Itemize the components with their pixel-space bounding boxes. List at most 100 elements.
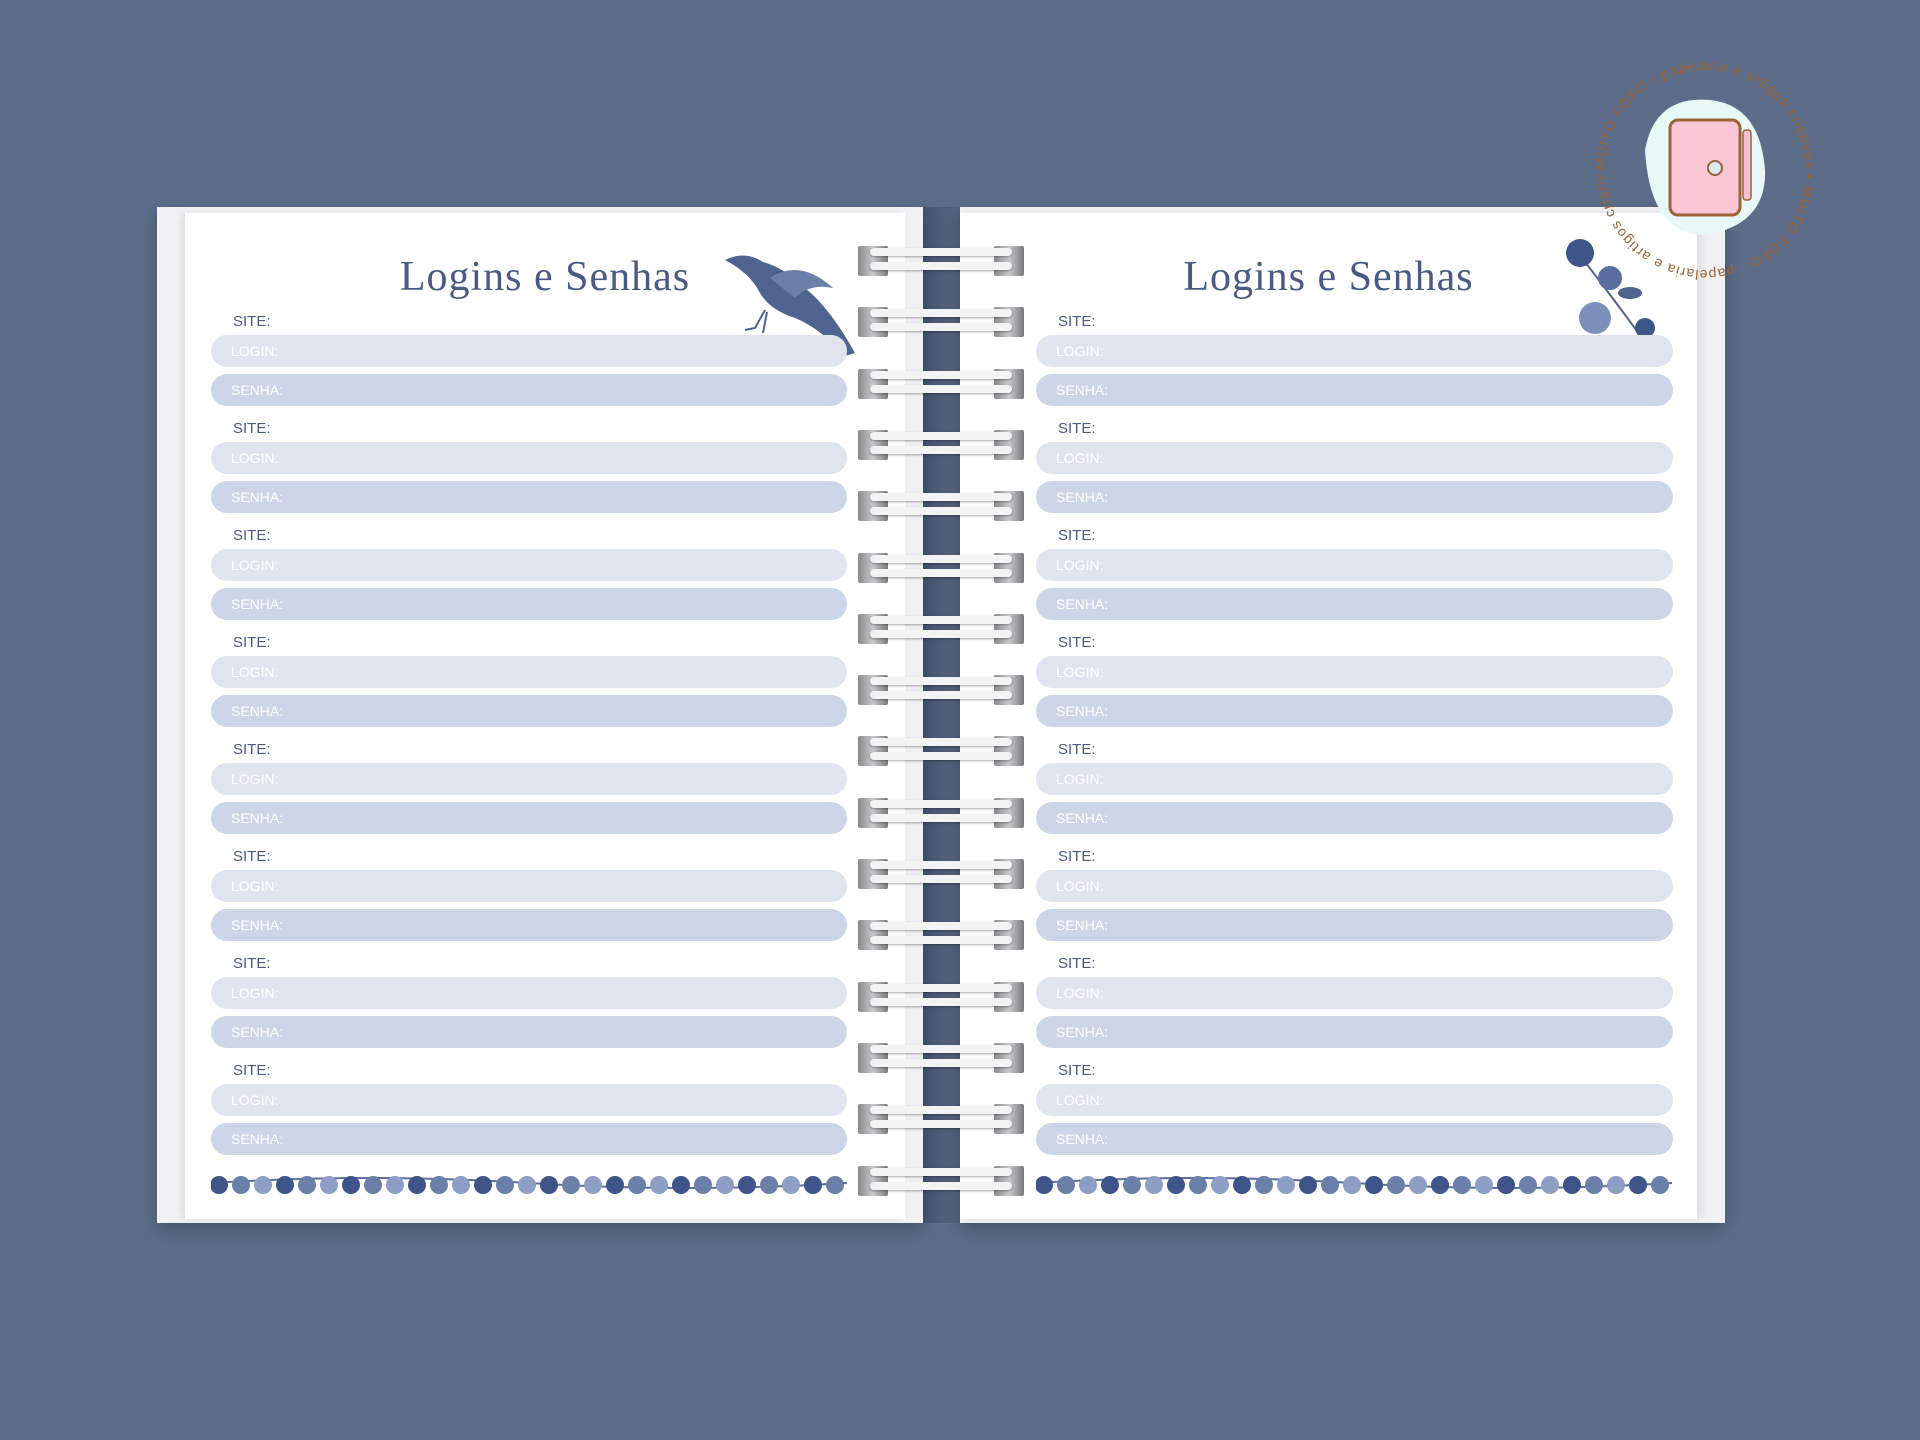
spiral-ring	[858, 918, 1024, 952]
password-field[interactable]: SENHA:	[211, 695, 847, 727]
flower	[562, 1176, 580, 1194]
floral-border	[211, 1176, 847, 1194]
flower	[1585, 1176, 1603, 1194]
flower	[804, 1176, 822, 1194]
password-field[interactable]: SENHA:	[1036, 588, 1673, 620]
entry-row: SITE: LOGIN: SENHA:	[211, 420, 847, 527]
password-field[interactable]: SENHA:	[1036, 481, 1673, 513]
flower	[430, 1176, 448, 1194]
login-field[interactable]: LOGIN:	[211, 977, 847, 1009]
password-field[interactable]: SENHA:	[1036, 802, 1673, 834]
login-field[interactable]: LOGIN:	[1036, 656, 1673, 688]
flower	[1321, 1176, 1339, 1194]
password-field[interactable]: SENHA:	[1036, 1123, 1673, 1155]
password-field[interactable]: SENHA:	[1036, 695, 1673, 727]
spiral-ring	[858, 980, 1024, 1014]
spiral-ring	[858, 367, 1024, 401]
password-field[interactable]: SENHA:	[211, 588, 847, 620]
site-label: SITE:	[233, 313, 271, 330]
flower	[496, 1176, 514, 1194]
spiral-ring	[858, 1041, 1024, 1075]
spiral-ring	[858, 857, 1024, 891]
login-field[interactable]: LOGIN:	[211, 335, 847, 367]
login-field[interactable]: LOGIN:	[211, 656, 847, 688]
site-label: SITE:	[233, 741, 271, 758]
entry-row: SITE: LOGIN: SENHA:	[211, 1062, 847, 1169]
login-field[interactable]: LOGIN:	[211, 442, 847, 474]
login-field[interactable]: LOGIN:	[1036, 763, 1673, 795]
login-field[interactable]: LOGIN:	[211, 763, 847, 795]
site-label: SITE:	[233, 420, 271, 437]
flower	[1057, 1176, 1075, 1194]
flower	[1079, 1176, 1097, 1194]
flower	[452, 1176, 470, 1194]
flower	[1651, 1176, 1669, 1194]
site-label: SITE:	[1058, 527, 1096, 544]
left-page: Logins e Senhas SITE: LOGIN: SENHA: SITE: LO…	[157, 207, 923, 1223]
flower	[1123, 1176, 1141, 1194]
password-field[interactable]: SENHA:	[211, 1123, 847, 1155]
site-label: SITE:	[233, 955, 271, 972]
spiral-ring	[858, 428, 1024, 462]
login-field[interactable]: LOGIN:	[1036, 870, 1673, 902]
spiral-ring	[858, 1102, 1024, 1136]
flower	[408, 1176, 426, 1194]
flower	[1563, 1176, 1581, 1194]
login-field[interactable]: LOGIN:	[1036, 442, 1673, 474]
flower	[232, 1176, 250, 1194]
flower	[1629, 1176, 1647, 1194]
flower	[584, 1176, 602, 1194]
flower	[364, 1176, 382, 1194]
password-field[interactable]: SENHA:	[1036, 374, 1673, 406]
flower	[716, 1176, 734, 1194]
flower	[1497, 1176, 1515, 1194]
password-field[interactable]: SENHA:	[1036, 1016, 1673, 1048]
login-field[interactable]: LOGIN:	[211, 549, 847, 581]
flower	[1607, 1176, 1625, 1194]
site-label: SITE:	[233, 634, 271, 651]
flower	[1233, 1176, 1251, 1194]
login-field[interactable]: LOGIN:	[1036, 1084, 1673, 1116]
flower	[760, 1176, 778, 1194]
password-field[interactable]: SENHA:	[211, 909, 847, 941]
bird-illustration	[725, 255, 855, 356]
flower	[1541, 1176, 1559, 1194]
flower	[628, 1176, 646, 1194]
entry-row: SITE: LOGIN: SENHA:	[1036, 420, 1673, 527]
flower	[211, 1176, 228, 1194]
flower	[1145, 1176, 1163, 1194]
entry-list: SITE: LOGIN: SENHA: SITE: LOGIN: SENHA: SITE: L…	[1036, 313, 1673, 1169]
entry-row: SITE: LOGIN: SENHA:	[211, 527, 847, 634]
spiral-ring	[858, 551, 1024, 585]
flower	[1211, 1176, 1229, 1194]
flower	[518, 1176, 536, 1194]
flower	[1365, 1176, 1383, 1194]
site-label: SITE:	[1058, 634, 1096, 651]
password-field[interactable]: SENHA:	[211, 802, 847, 834]
login-field[interactable]: LOGIN:	[1036, 335, 1673, 367]
login-field[interactable]: LOGIN:	[1036, 977, 1673, 1009]
page-title: Logins e Senhas	[1183, 254, 1474, 300]
flower	[1453, 1176, 1471, 1194]
flower	[474, 1176, 492, 1194]
password-field[interactable]: SENHA:	[211, 481, 847, 513]
password-field[interactable]: SENHA:	[211, 374, 847, 406]
flower	[1475, 1176, 1493, 1194]
flower	[298, 1176, 316, 1194]
password-field[interactable]: SENHA:	[1036, 909, 1673, 941]
password-field[interactable]: SENHA:	[211, 1016, 847, 1048]
site-label: SITE:	[1058, 313, 1096, 330]
page-title: Logins e Senhas	[399, 254, 691, 300]
flower	[540, 1176, 558, 1194]
entry-row: SITE: LOGIN: SENHA:	[211, 848, 847, 955]
flower	[1343, 1176, 1361, 1194]
spiral-ring	[858, 612, 1024, 646]
entry-row: SITE: LOGIN: SENHA:	[1036, 527, 1673, 634]
spiral-ring	[858, 244, 1024, 278]
login-field[interactable]: LOGIN:	[211, 870, 847, 902]
spiral-ring	[858, 673, 1024, 707]
entry-list: SITE: LOGIN: SENHA: SITE: LOGIN: SENHA: SITE: L…	[211, 313, 847, 1169]
login-field[interactable]: LOGIN:	[1036, 549, 1673, 581]
login-field[interactable]: LOGIN:	[211, 1084, 847, 1116]
site-label: SITE:	[1058, 955, 1096, 972]
